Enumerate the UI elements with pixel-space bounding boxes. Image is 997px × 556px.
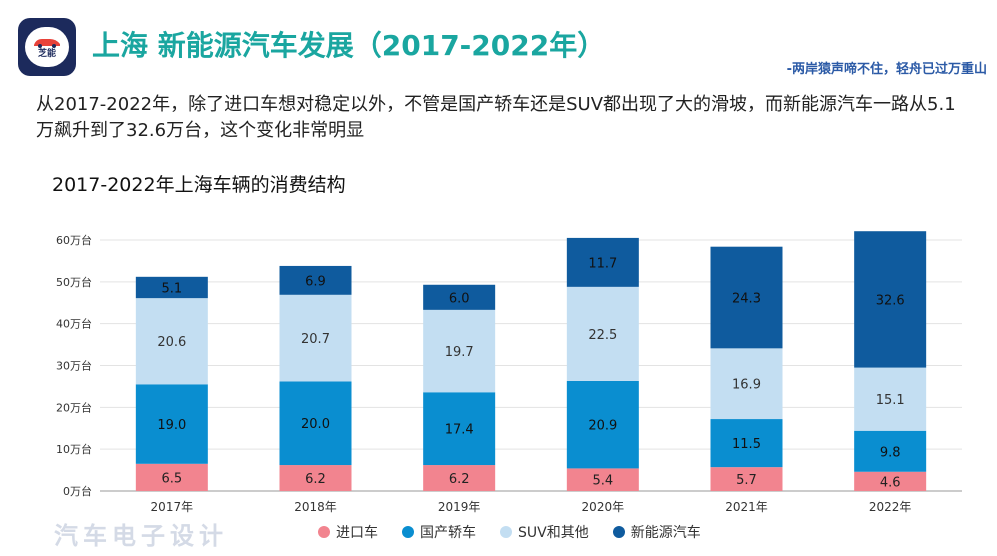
bar-segment (566, 237, 639, 287)
data-label: 17.4 (445, 423, 474, 438)
bar-segment (854, 430, 927, 472)
bar-segment (710, 348, 783, 420)
bar-segment (279, 265, 352, 295)
data-label: 19.0 (157, 418, 186, 433)
legend-item-imported: 进口车 (318, 522, 378, 542)
data-label: 6.2 (449, 472, 470, 487)
data-label: 20.0 (301, 417, 330, 432)
bar-segment (854, 367, 927, 431)
bar-segment (423, 465, 496, 491)
legend-label: SUV和其他 (518, 525, 589, 541)
data-label: 5.7 (736, 473, 757, 488)
data-label: 11.7 (588, 256, 617, 271)
legend-item-suv-other: SUV和其他 (500, 522, 589, 542)
x-tick-label: 2018年 (294, 500, 337, 514)
y-tick-label: 60万台 (56, 233, 92, 247)
legend-dot (402, 526, 414, 538)
y-tick-label: 20万台 (56, 400, 92, 414)
data-label: 16.9 (732, 378, 761, 393)
bar-segment (710, 467, 783, 491)
x-tick-label: 2019年 (438, 500, 481, 514)
data-label: 20.9 (588, 419, 617, 434)
logo-text: 芝能 (37, 48, 56, 59)
bar-segment (423, 309, 496, 393)
data-label: 22.5 (588, 328, 617, 343)
bar-segment (710, 246, 783, 349)
legend-dot (612, 526, 625, 538)
data-label: 5.4 (592, 474, 613, 489)
data-label: 6.9 (305, 274, 326, 289)
x-tick-label: 2017年 (151, 500, 194, 514)
logo-badge: 芝能 (25, 27, 69, 67)
bar-segment (566, 286, 639, 381)
bar-segment (135, 463, 208, 491)
bar-segment (854, 231, 927, 368)
car-icon (34, 38, 60, 48)
data-label: 9.8 (880, 445, 901, 460)
data-label: 20.6 (157, 335, 186, 350)
data-label: 6.0 (449, 291, 470, 306)
data-label: 20.7 (301, 332, 330, 347)
data-label: 6.5 (161, 471, 182, 486)
bar-segment (135, 384, 208, 464)
tagline: -两岸猿声啼不住，轻舟已过万重山 (786, 62, 987, 77)
bar-segment (566, 380, 639, 469)
bar-segment (566, 468, 639, 491)
bar-segment (135, 298, 208, 385)
data-label: 24.3 (732, 292, 761, 307)
bar-segment (279, 381, 352, 466)
bar-segment (423, 284, 496, 310)
bar-segment (854, 471, 927, 491)
data-label: 11.5 (732, 437, 761, 452)
y-tick-label: 40万台 (56, 317, 92, 331)
x-tick-label: 2021年 (725, 500, 768, 514)
data-label: 32.6 (876, 293, 905, 308)
data-label: 19.7 (445, 345, 474, 360)
y-tick-label: 50万台 (56, 275, 92, 289)
bar-segment (423, 392, 496, 466)
data-label: 4.6 (880, 475, 901, 490)
data-label: 5.1 (161, 281, 182, 296)
y-tick-label: 30万台 (56, 359, 92, 373)
data-label: 15.1 (876, 393, 905, 408)
page-title: 上海 新能源汽车发展（2017-2022年） (92, 29, 606, 62)
bar-segment (279, 294, 352, 382)
bar-segment (135, 276, 208, 299)
chart-title: 2017-2022年上海车辆的消费结构 (52, 174, 346, 196)
legend-dot (318, 526, 330, 538)
x-tick-label: 2020年 (582, 500, 625, 514)
legend-label: 国产轿车 (420, 525, 476, 541)
legend-item-domestic-sedan: 国产轿车 (402, 522, 476, 542)
data-label: 6.2 (305, 472, 326, 487)
bar-segment (710, 419, 783, 468)
bar-segment (279, 465, 352, 491)
brand-logo: 芝能 (18, 18, 76, 76)
y-tick-label: 10万台 (56, 442, 92, 456)
chart-legend: 进口车 国产轿车 SUV和其他 新能源汽车 (318, 522, 725, 542)
y-tick-label: 0万台 (63, 484, 92, 498)
description-text: 从2017-2022年，除了进口车想对稳定以外，不管是国产轿车还是SUV都出现了… (36, 94, 956, 141)
legend-label: 进口车 (336, 525, 378, 541)
legend-label: 新能源汽车 (630, 525, 701, 541)
watermark: 汽车电子设计 (54, 522, 228, 550)
legend-dot (500, 526, 512, 538)
legend-item-new-energy: 新能源汽车 (612, 522, 701, 542)
x-tick-label: 2022年 (869, 500, 912, 514)
